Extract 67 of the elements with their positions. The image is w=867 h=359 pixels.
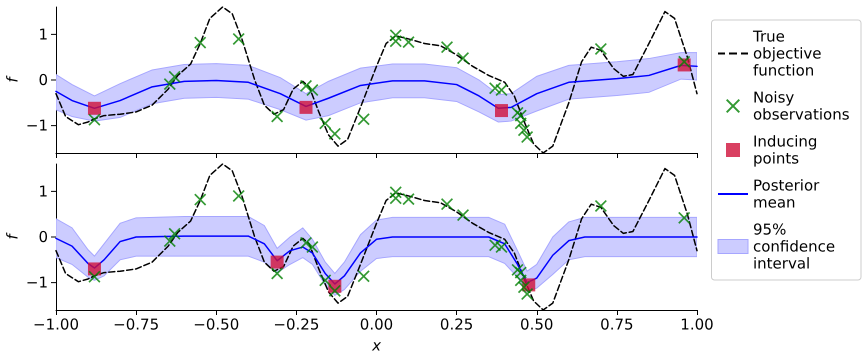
legend-label: 95% confidence interval bbox=[753, 220, 840, 272]
point bbox=[232, 190, 245, 202]
legend-label: Posterior mean bbox=[753, 176, 824, 212]
y-axis-title: f bbox=[4, 74, 22, 83]
point bbox=[299, 100, 312, 114]
x-tick-label: 0.50 bbox=[520, 316, 554, 334]
x-tick-label: 0.25 bbox=[440, 316, 474, 334]
point bbox=[319, 117, 332, 130]
point bbox=[358, 270, 370, 282]
point bbox=[328, 284, 341, 297]
point bbox=[402, 36, 415, 48]
x-tick-label: 0.00 bbox=[360, 316, 394, 334]
point bbox=[300, 80, 312, 92]
x-tick-label: −0.50 bbox=[193, 316, 240, 334]
point bbox=[457, 209, 470, 222]
point bbox=[358, 113, 370, 126]
point bbox=[457, 52, 470, 64]
point bbox=[306, 84, 318, 96]
point bbox=[232, 32, 245, 45]
point bbox=[168, 70, 181, 83]
y-tick-label: 0 bbox=[38, 71, 48, 89]
x-tick-label: −1.00 bbox=[33, 316, 79, 334]
point bbox=[514, 117, 527, 130]
x-axis-title: x bbox=[371, 336, 382, 354]
x-tick-label: 0.75 bbox=[600, 316, 634, 334]
point bbox=[328, 128, 341, 140]
point bbox=[494, 104, 508, 118]
point bbox=[521, 131, 534, 144]
point bbox=[678, 56, 690, 68]
point bbox=[164, 235, 176, 248]
point bbox=[319, 274, 332, 286]
point bbox=[194, 194, 206, 206]
point bbox=[88, 270, 100, 283]
point bbox=[88, 102, 101, 115]
x-tick-label: 1.00 bbox=[680, 316, 714, 334]
legend-label: True objective function bbox=[752, 28, 826, 80]
point bbox=[168, 228, 181, 240]
point bbox=[88, 114, 100, 126]
point bbox=[271, 268, 284, 280]
point bbox=[300, 236, 312, 249]
x-tick-label: −0.25 bbox=[273, 316, 320, 334]
y-tick-label: 0 bbox=[38, 228, 48, 246]
point bbox=[390, 192, 402, 204]
point bbox=[495, 241, 508, 254]
point bbox=[271, 110, 284, 122]
point bbox=[678, 212, 690, 224]
point bbox=[495, 84, 508, 96]
legend-label: Noisy observations bbox=[753, 88, 850, 124]
point bbox=[441, 41, 454, 54]
point bbox=[514, 274, 527, 286]
y-tick-label: −1 bbox=[26, 274, 48, 292]
point bbox=[402, 193, 415, 206]
point bbox=[390, 35, 402, 48]
point bbox=[594, 200, 607, 212]
point bbox=[194, 36, 206, 49]
y-tick-label: −1 bbox=[26, 116, 48, 135]
y-tick-label: 1 bbox=[38, 25, 48, 44]
legend-label: Inducing points bbox=[753, 132, 822, 168]
y-tick-label: 1 bbox=[38, 182, 48, 200]
point bbox=[594, 42, 607, 55]
point bbox=[270, 256, 284, 269]
point bbox=[164, 78, 176, 90]
point bbox=[306, 241, 318, 254]
x-tick-label: −0.75 bbox=[113, 316, 160, 334]
point bbox=[521, 288, 534, 300]
y-axis-title: f bbox=[4, 232, 22, 240]
point bbox=[441, 198, 454, 210]
